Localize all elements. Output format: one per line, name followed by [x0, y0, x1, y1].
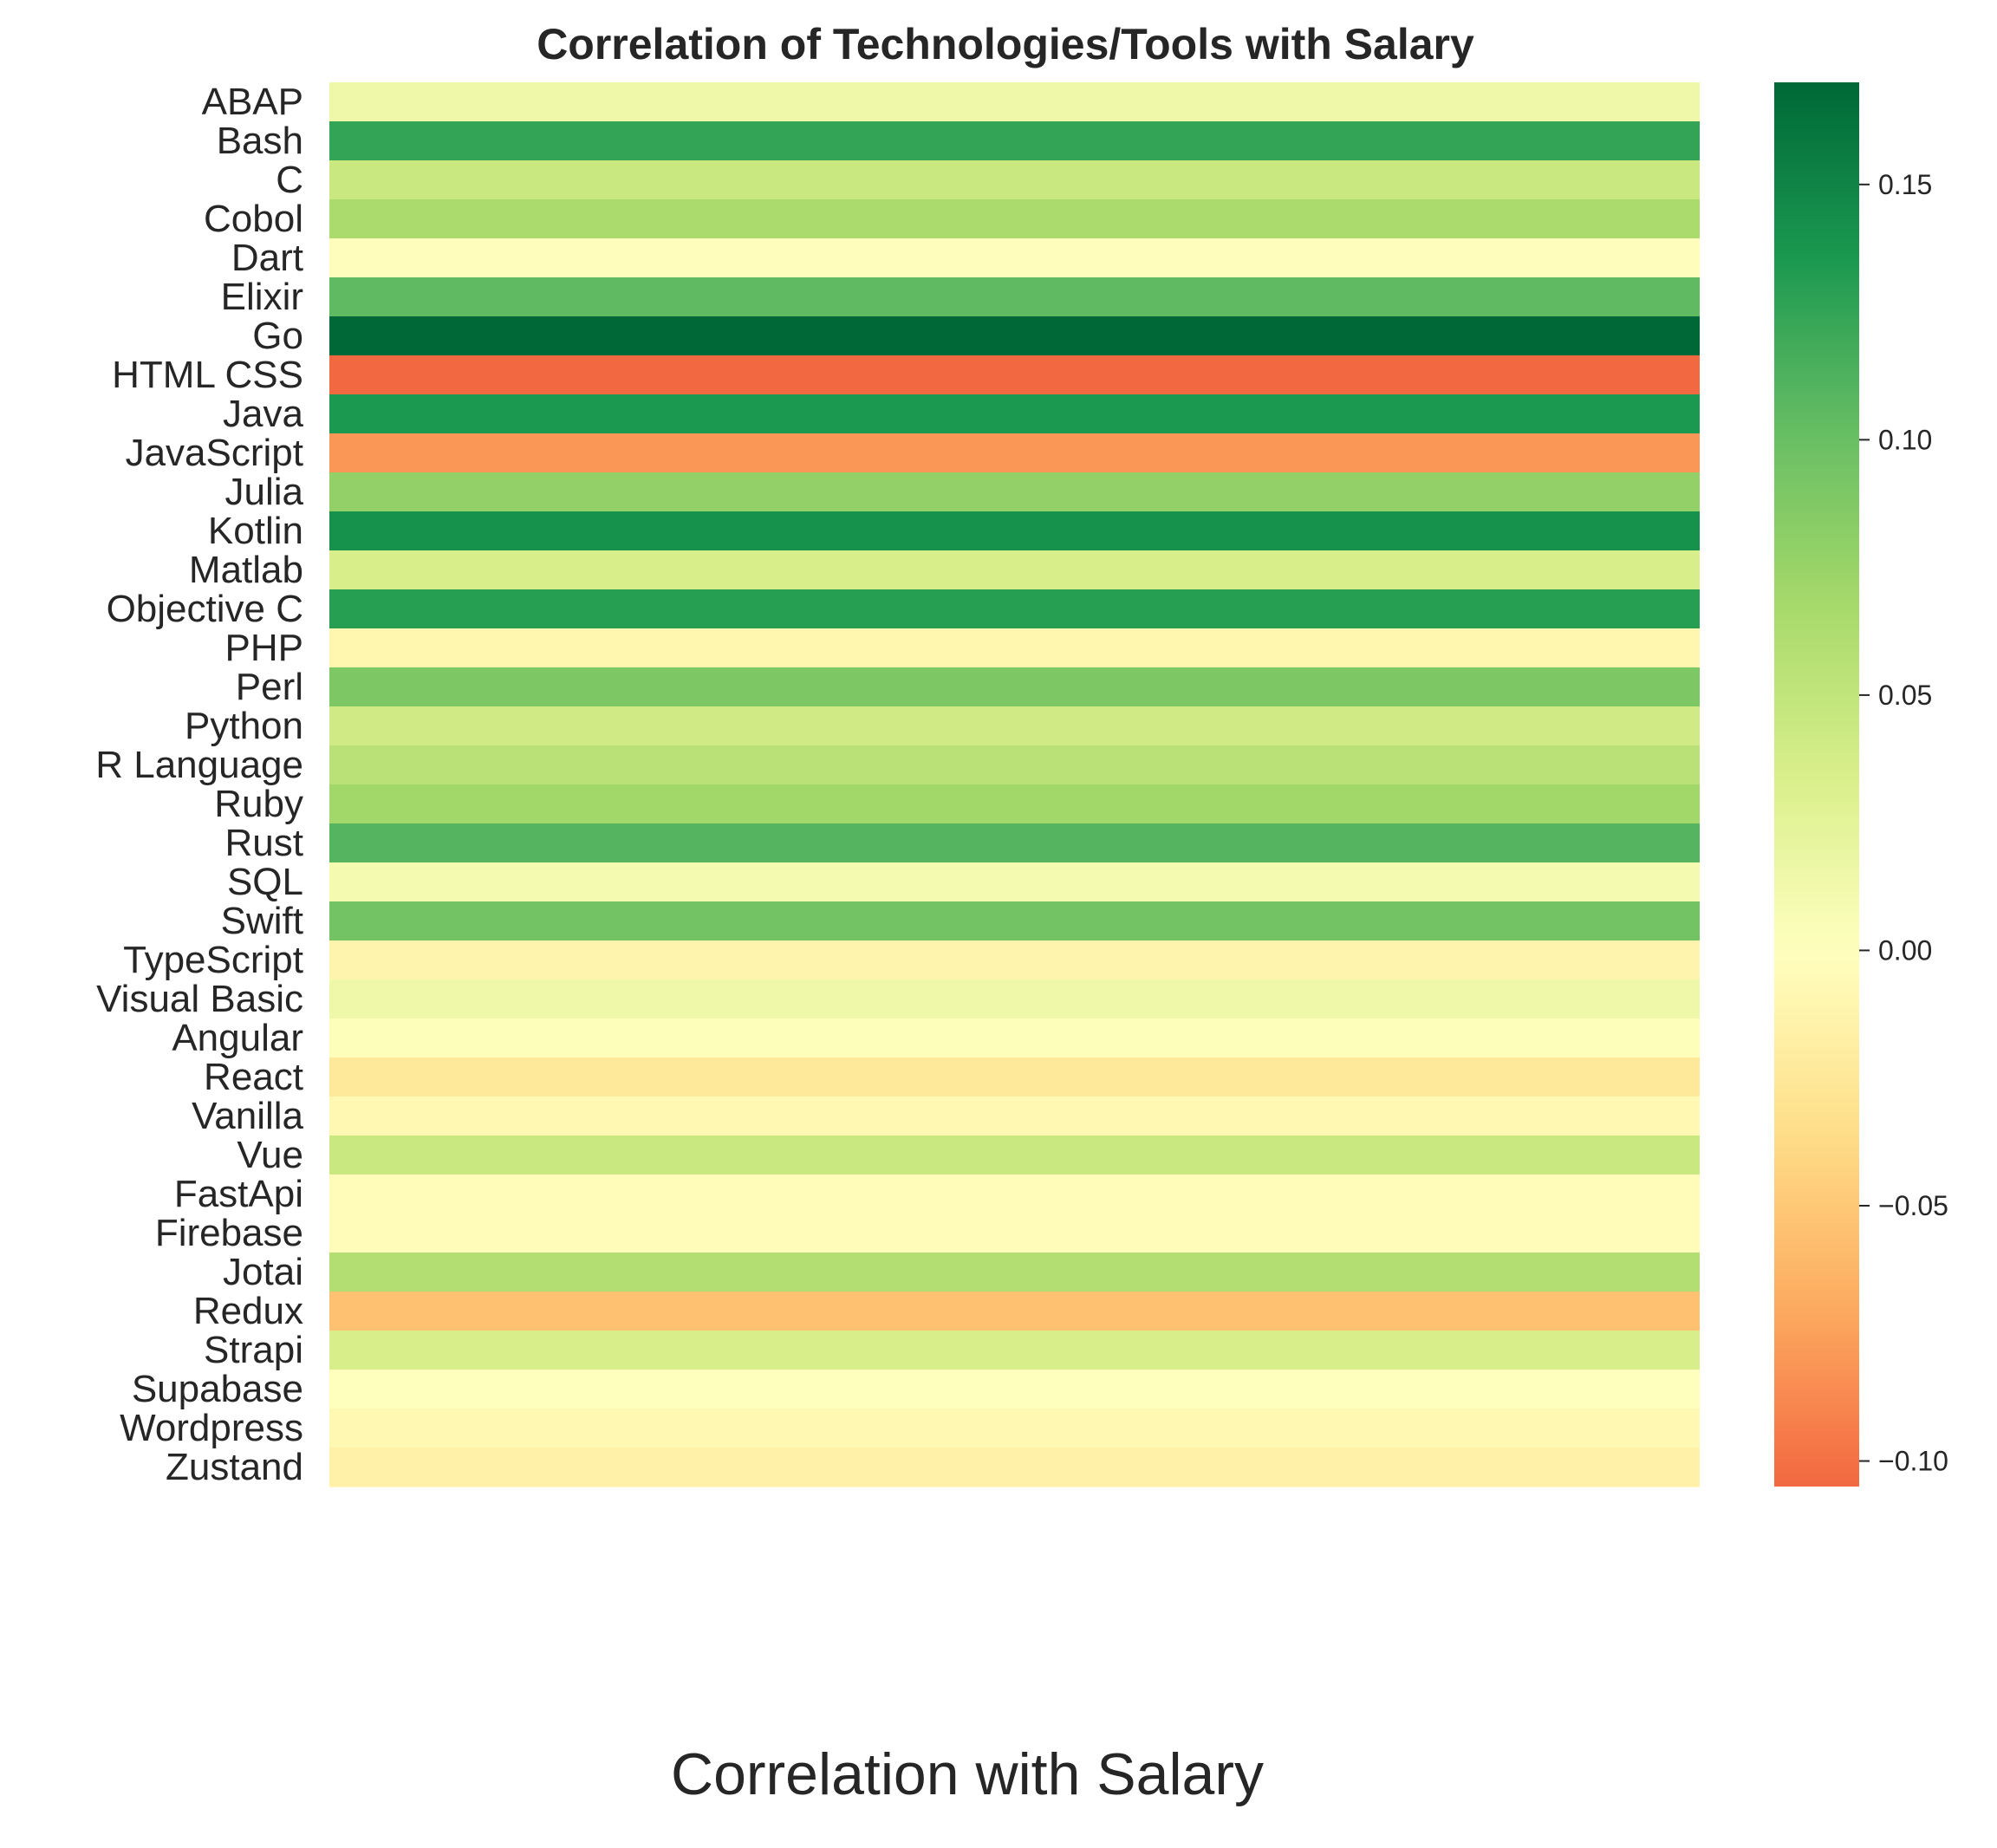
heatmap-cells	[329, 82, 1700, 1487]
colorbar-tick-label: 0.00	[1878, 934, 1932, 966]
y-tick-label: Strapi	[204, 1329, 303, 1371]
y-tick-label: Ruby	[214, 783, 303, 825]
y-tick-label: SQL	[227, 861, 303, 903]
heatmap-cell-dart	[329, 238, 1700, 278]
y-tick-label: Matlab	[189, 549, 303, 591]
y-tick-label: TypeScript	[123, 939, 303, 981]
y-tick-label: C	[276, 159, 303, 201]
y-tick-label: Julia	[225, 471, 304, 513]
colorbar	[1774, 82, 1859, 1487]
colorbar-tick-label: −0.10	[1878, 1446, 1948, 1477]
y-tick-label: Objective C	[107, 588, 303, 630]
heatmap-cell-sql	[329, 862, 1700, 902]
y-tick-label: Bash	[217, 120, 303, 162]
y-tick-label: Supabase	[132, 1368, 303, 1410]
y-tick-label: Angular	[172, 1017, 303, 1059]
y-tick-label: React	[204, 1056, 303, 1098]
y-tick-label: Wordpress	[120, 1407, 303, 1449]
x-axis-label: Correlation with Salary	[671, 1741, 1264, 1807]
heatmap-cell-html-css	[329, 355, 1700, 395]
heatmap-cell-javascript	[329, 433, 1700, 473]
heatmap-cell-bash	[329, 121, 1700, 161]
heatmap-cell-vue	[329, 1135, 1700, 1175]
y-tick-label: ABAP	[202, 81, 303, 123]
y-tick-label: Java	[223, 393, 303, 435]
heatmap-cell-go	[329, 316, 1700, 356]
heatmap-cell-ruby	[329, 784, 1700, 824]
heatmap-cell-angular	[329, 1018, 1700, 1058]
colorbar-tick-label: 0.10	[1878, 424, 1932, 455]
y-tick-label: PHP	[225, 627, 303, 669]
heatmap-cell-fastapi	[329, 1175, 1700, 1214]
y-tick-label: Cobol	[204, 198, 303, 240]
heatmap-cell-php	[329, 628, 1700, 668]
heatmap-cell-perl	[329, 667, 1700, 707]
y-tick-label: Visual Basic	[96, 978, 303, 1020]
heatmap-cell-vanilla	[329, 1096, 1700, 1136]
heatmap-cell-kotlin	[329, 511, 1700, 551]
chart-title: Correlation of Technologies/Tools with S…	[537, 20, 1474, 68]
heatmap-cell-julia	[329, 472, 1700, 512]
heatmap-cell-swift	[329, 901, 1700, 941]
heatmap-cell-jotai	[329, 1253, 1700, 1292]
heatmap-cell-redux	[329, 1292, 1700, 1331]
y-tick-label: JavaScript	[126, 432, 303, 474]
heatmap-cell-objective-c	[329, 589, 1700, 629]
y-tick-label: Vanilla	[192, 1095, 303, 1137]
colorbar-tick-label: 0.05	[1878, 680, 1932, 711]
y-tick-label: HTML CSS	[112, 354, 303, 396]
y-tick-label: FastApi	[174, 1173, 303, 1215]
y-tick-label: Perl	[236, 666, 303, 708]
colorbar-tick-label: 0.15	[1878, 169, 1932, 200]
heatmap-cell-abap	[329, 82, 1700, 122]
heatmap-cell-firebase	[329, 1214, 1700, 1253]
y-tick-label: Rust	[225, 822, 303, 864]
heatmap-cell-visual-basic	[329, 979, 1700, 1019]
y-tick-label: Swift	[221, 900, 303, 942]
heatmap-cell-rust	[329, 823, 1700, 863]
heatmap-cell-elixir	[329, 277, 1700, 317]
heatmap-cell-wordpress	[329, 1409, 1700, 1448]
colorbar-ticks: 0.15 0.10 0.05 0.00 −0.05 −0.10	[1859, 169, 1948, 1477]
heatmap-cell-react	[329, 1057, 1700, 1097]
y-tick-label: Elixir	[221, 276, 303, 318]
heatmap-cell-supabase	[329, 1370, 1700, 1409]
y-tick-label: Zustand	[166, 1446, 303, 1488]
heatmap-cell-matlab	[329, 550, 1700, 590]
heatmap-cell-python	[329, 706, 1700, 746]
y-tick-label: Firebase	[155, 1212, 303, 1254]
heatmap-cell-strapi	[329, 1331, 1700, 1370]
heatmap-cell-r-language	[329, 745, 1700, 785]
y-tick-label: Kotlin	[208, 510, 303, 552]
y-tick-label: Go	[252, 315, 303, 357]
colorbar-tick-label: −0.05	[1878, 1190, 1948, 1221]
heatmap-cell-zustand	[329, 1448, 1700, 1487]
y-tick-label: Python	[185, 705, 303, 747]
heatmap-cell-c	[329, 160, 1700, 200]
y-tick-label: R Language	[95, 744, 303, 786]
y-tick-label: Vue	[237, 1134, 303, 1176]
y-tick-label: Jotai	[223, 1251, 303, 1293]
heatmap-cell-java	[329, 394, 1700, 434]
heatmap-cell-typescript	[329, 940, 1700, 980]
y-tick-label: Redux	[193, 1290, 303, 1332]
y-tick-label: Dart	[231, 237, 303, 279]
heatmap-cell-cobol	[329, 199, 1700, 239]
